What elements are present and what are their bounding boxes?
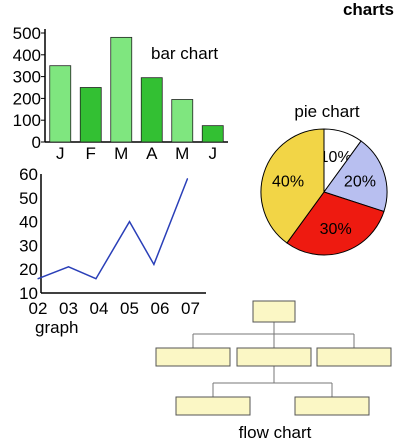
graph-x-tick-label: 06	[151, 299, 170, 318]
bar	[171, 99, 194, 143]
pie-slice	[323, 140, 388, 213]
graph-y-tick-label: 40	[19, 213, 38, 232]
pie-slice	[286, 191, 385, 256]
graph-point	[128, 221, 131, 223]
graph-x-tick-label: 02	[29, 299, 48, 318]
graph-point	[186, 178, 189, 180]
bar-y-tick-label: 500	[13, 24, 41, 43]
pie-chart-title: pie chart	[294, 102, 359, 121]
pie-slice-label: 10%	[320, 149, 352, 166]
bar-y-tick-label: 100	[13, 111, 41, 130]
bar-y-tick-label: 0	[32, 133, 41, 152]
graph-x-tick-label: 04	[90, 299, 109, 318]
graph-point	[95, 278, 97, 280]
flow-box	[175, 396, 251, 416]
flow-box	[155, 347, 231, 367]
pie-slice-label: 20%	[344, 173, 376, 190]
flow-box	[236, 347, 312, 367]
pie-slice-label: 30%	[320, 221, 352, 238]
graph-x-tick-label: 03	[59, 299, 78, 318]
flow-box	[252, 300, 296, 323]
graph-point	[37, 278, 39, 280]
graph-x-tick-label: 05	[120, 299, 139, 318]
bar-x-tick-label: M	[175, 144, 189, 163]
graph-y-tick-label: 50	[19, 189, 38, 208]
graph-point	[67, 266, 70, 268]
bar-x-tick-label: J	[56, 144, 65, 163]
bar	[201, 125, 224, 143]
bar	[110, 36, 133, 143]
bar-y-tick-label: 200	[13, 89, 41, 108]
flow-chart-title: flow chart	[239, 423, 312, 442]
bar	[49, 65, 72, 143]
bar-y-tick-label: 300	[13, 68, 41, 87]
pie-slice	[260, 128, 325, 244]
flow-box	[294, 396, 370, 416]
pie-slice-label: 40%	[272, 173, 304, 190]
graph-point	[153, 263, 155, 266]
graph-y-tick-label: 60	[19, 165, 38, 184]
graph-title: graph	[35, 318, 78, 337]
bar-x-tick-label: F	[86, 144, 96, 163]
graph-y-tick-label: 20	[19, 260, 38, 279]
page-title: charts	[342, 0, 394, 19]
bar-x-tick-label: M	[114, 144, 128, 163]
bar	[140, 77, 163, 143]
graph-series-line	[37, 178, 189, 280]
bar-chart-title: bar chart	[151, 44, 218, 63]
graph-y-tick-label: 10	[19, 284, 38, 303]
graph-y-tick-label: 30	[19, 236, 38, 255]
bar-y-tick-label: 400	[13, 46, 41, 65]
graph-x-tick-label: 07	[181, 299, 200, 318]
bar-x-tick-label: J	[209, 144, 218, 163]
flow-box	[316, 347, 392, 367]
bar-x-tick-label: A	[146, 144, 158, 163]
bar	[79, 87, 102, 143]
